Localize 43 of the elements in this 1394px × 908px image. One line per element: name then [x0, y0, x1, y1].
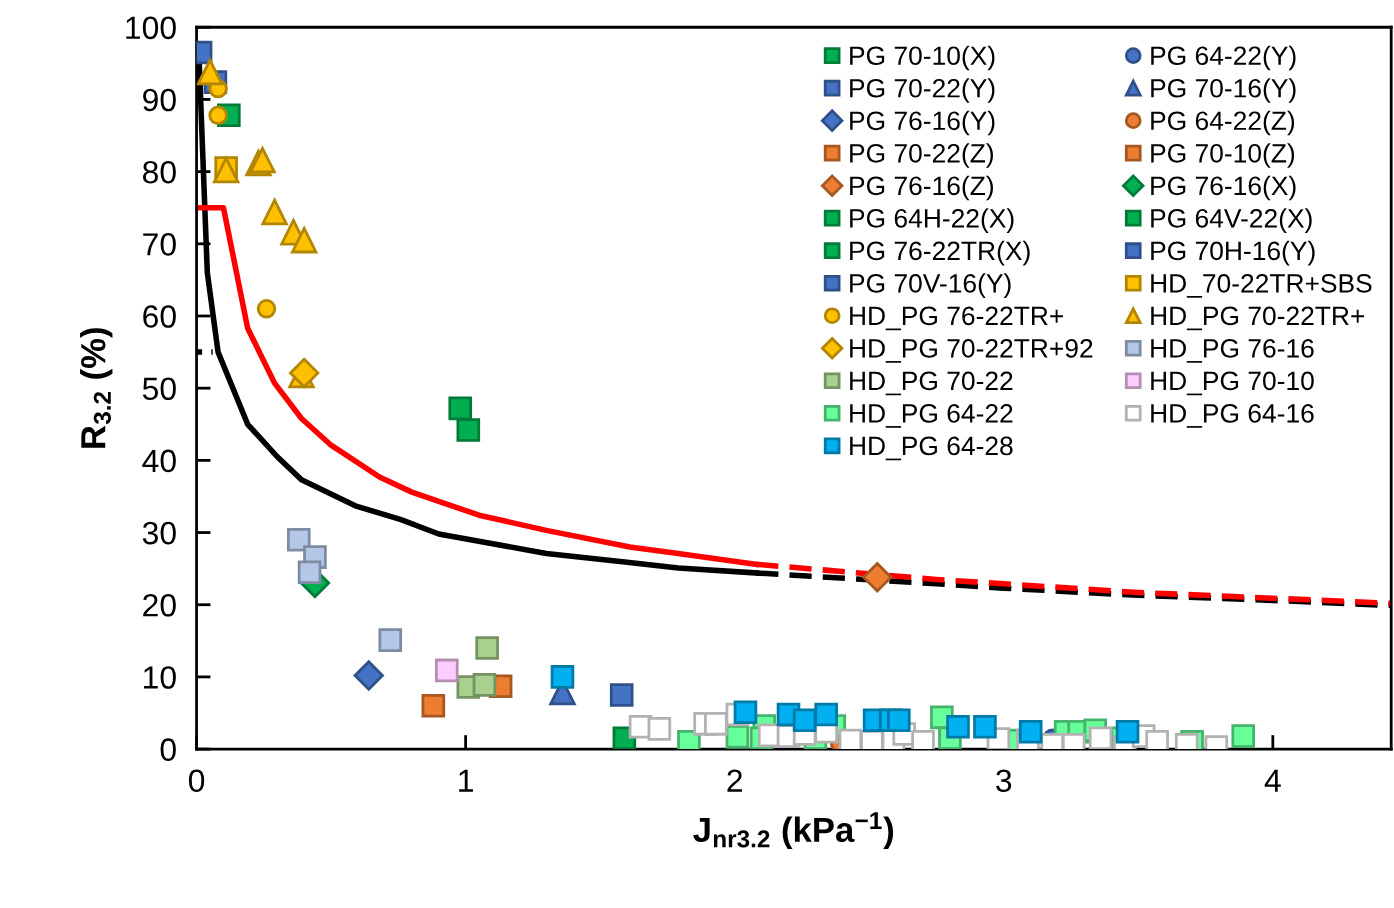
- x-tick-label: 1: [459, 769, 473, 792]
- y-tick-label: 30: [142, 521, 176, 545]
- legend-label: PG 70V-16(Y): [850, 273, 1011, 298]
- legend-label: PG 70-10(Z): [1151, 143, 1295, 168]
- legend-label: PG 76-16(X): [1151, 175, 1296, 201]
- y-tick-label: 10: [144, 666, 176, 689]
- legend-label: PG 70-22(Y): [850, 78, 995, 103]
- x-tick-label: 3: [996, 769, 1012, 793]
- legend-label: PG 64V-22(X): [1151, 208, 1312, 233]
- y-tick-label: 40: [142, 449, 176, 473]
- legend-label: PG 70-22(Z): [850, 143, 993, 168]
- legend-label: PG 64-22(Y): [1151, 45, 1296, 71]
- legend-label: PG 64H-22(X): [850, 208, 1014, 233]
- x-tick-label: 2: [727, 769, 742, 792]
- legend-label: PG 64-22(Z): [1151, 110, 1295, 136]
- y-tick-label: 50: [142, 377, 176, 401]
- y-tick-label: 60: [143, 305, 176, 328]
- legend-label: PG 76-22TR(X): [850, 240, 1030, 266]
- y-tick-label: 90: [143, 88, 176, 112]
- legend-label: PG 76-16(Z): [850, 175, 993, 201]
- legend-label: PG 70H-16(Y): [1151, 240, 1315, 266]
- legend-label: HD_PG 70-22TR+: [1151, 306, 1365, 331]
- legend-label: PG 70-10(X): [850, 45, 995, 71]
- y-tick-label: 100: [126, 16, 176, 40]
- legend-label: HD_PG 70-22TR+92: [850, 339, 1093, 363]
- legend-label: HD_PG 70-10: [1151, 371, 1314, 396]
- y-tick-label: 20: [143, 594, 176, 617]
- legend-label: HD_70-22TR+SBS: [1151, 274, 1372, 298]
- legend-label: HD_PG 76-16: [1151, 339, 1314, 363]
- legend-label: HD_PG 76-22TR+: [850, 306, 1064, 331]
- y-axis-title: R$_{3.2}$ (%): [80, 328, 113, 448]
- legend-label: PG 76-16(Y): [850, 110, 995, 136]
- legend-label: HD_PG 64-22: [850, 404, 1013, 428]
- legend-label: HD_PG 64-16: [1151, 404, 1314, 428]
- x-tick-label: 4: [1264, 769, 1281, 792]
- legend-label: HD_PG 70-22: [850, 371, 1013, 396]
- legend-label: HD_PG 64-28: [850, 436, 1013, 461]
- x-tick-label: 0: [188, 769, 205, 793]
- y-tick-label: 80: [142, 160, 176, 184]
- x-axis-title: J$_{nr3.2}$ (kPa$^{−1}$): [693, 812, 894, 849]
- y-tick-label: 0: [160, 738, 176, 761]
- y-tick-label: 70: [143, 233, 176, 256]
- legend-label: PG 70-16(Y): [1151, 78, 1296, 103]
